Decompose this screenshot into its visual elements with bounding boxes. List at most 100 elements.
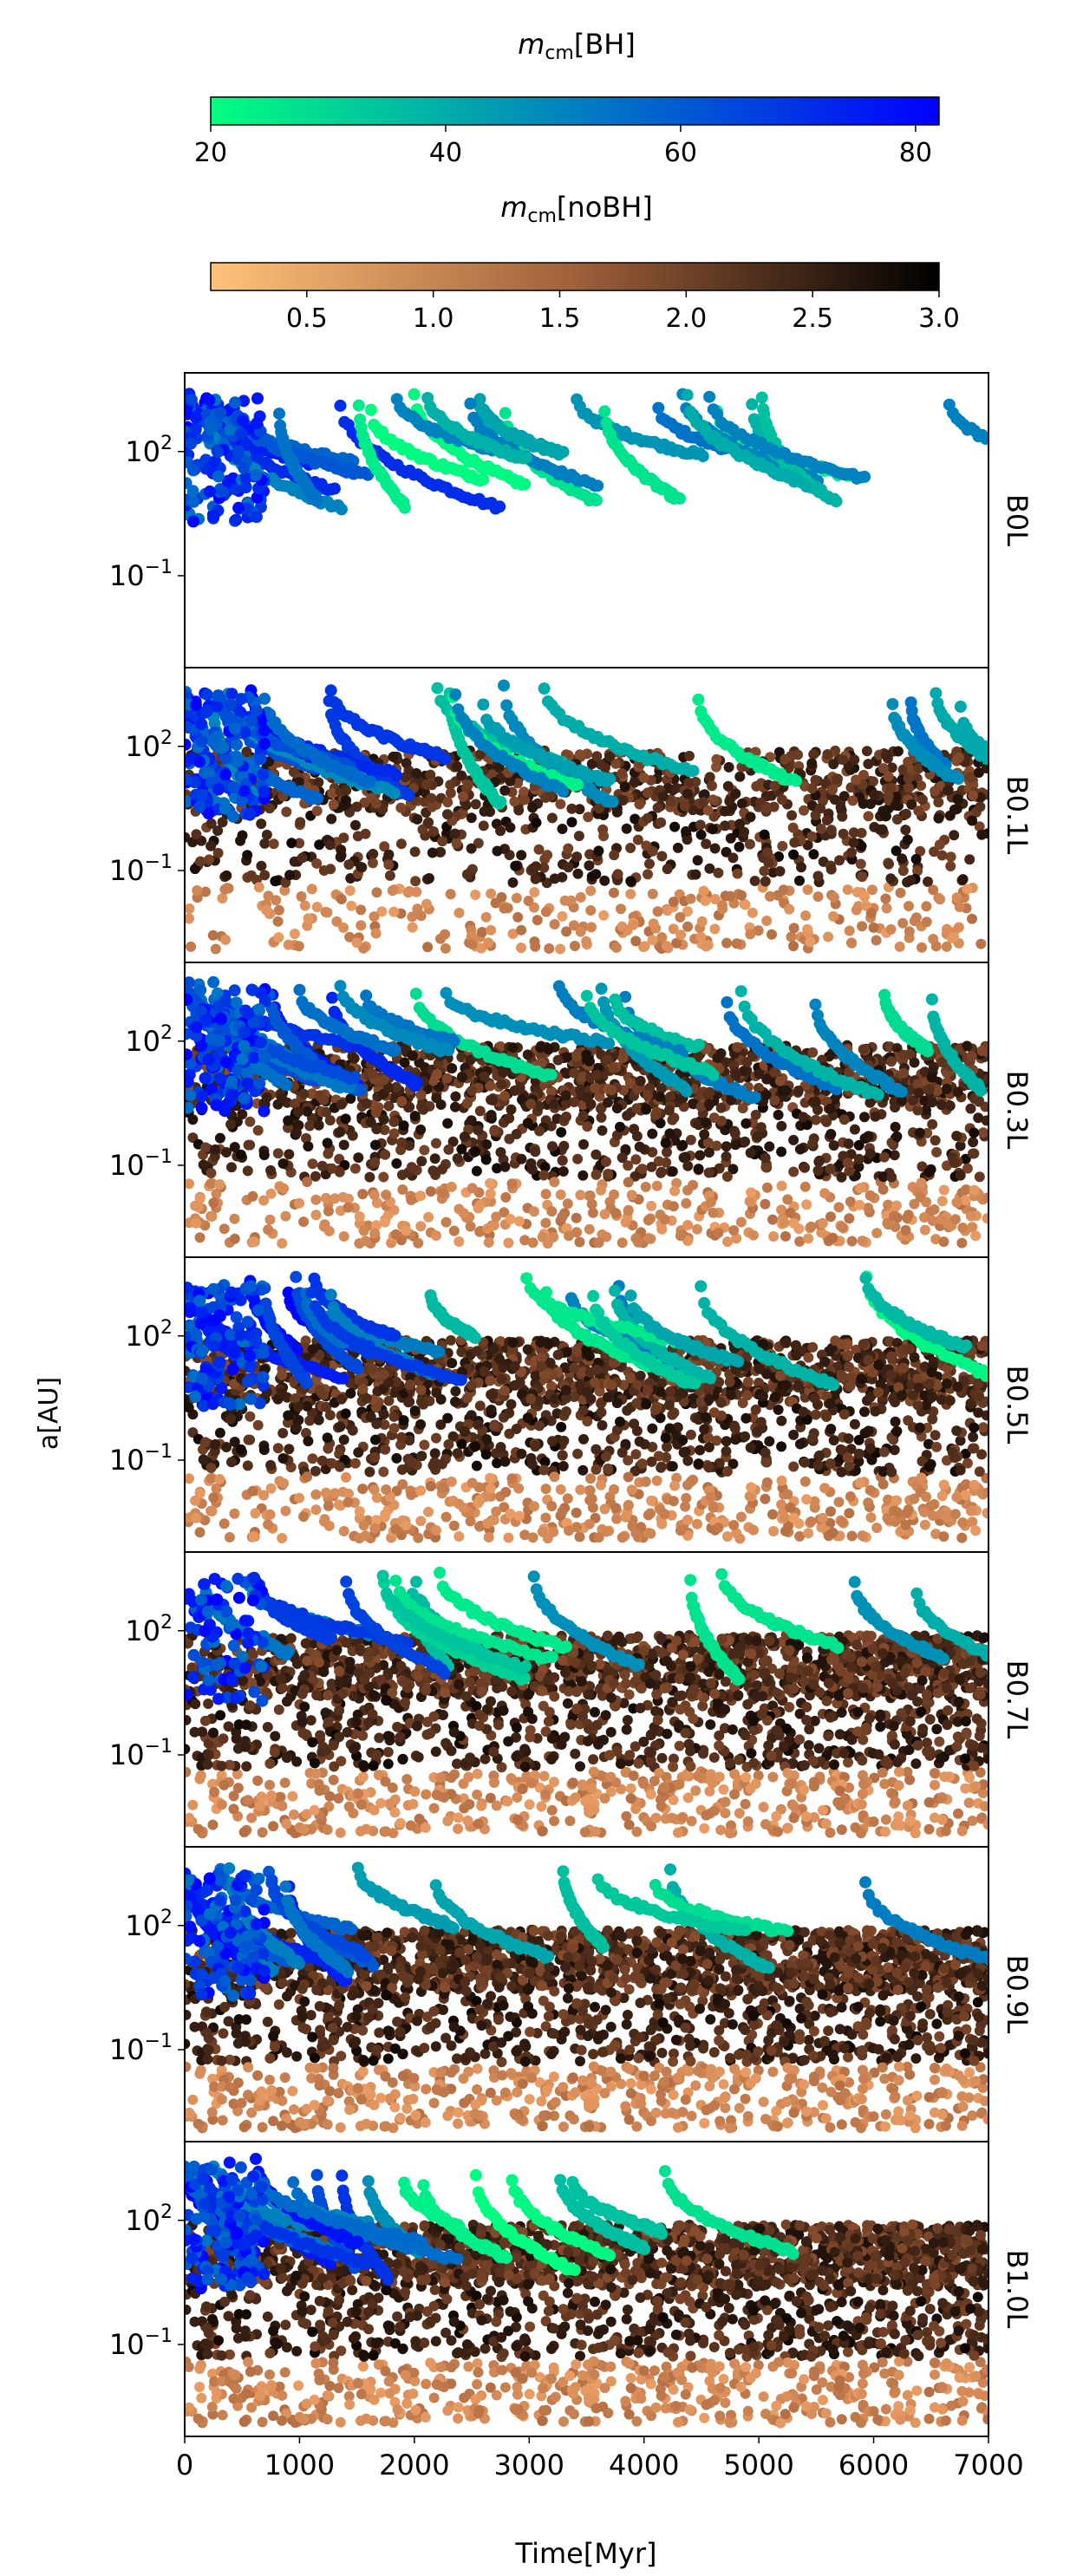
nobh-point xyxy=(808,849,819,859)
nobh-point xyxy=(280,1211,290,1222)
nobh-point xyxy=(917,1177,927,1188)
nobh-point xyxy=(199,1159,209,1170)
nobh-point xyxy=(613,869,623,879)
nobh-point xyxy=(869,923,879,933)
bh-point xyxy=(756,392,768,404)
colorbar-nobh-tick-label: 2.0 xyxy=(665,303,707,334)
nobh-point xyxy=(845,1197,856,1207)
bh-point xyxy=(310,495,323,507)
nobh-point xyxy=(760,877,771,887)
nobh-point xyxy=(383,859,394,870)
nobh-point xyxy=(734,772,745,782)
nobh-point xyxy=(549,1177,559,1187)
nobh-point xyxy=(495,825,506,836)
nobh-point xyxy=(491,1211,501,1222)
nobh-point xyxy=(827,785,838,795)
nobh-point xyxy=(675,912,685,923)
nobh-point xyxy=(341,786,351,796)
nobh-point xyxy=(548,1232,558,1242)
nobh-point xyxy=(800,1182,811,1192)
nobh-point xyxy=(312,805,323,816)
nobh-point xyxy=(693,855,703,865)
bh-point xyxy=(329,483,341,495)
nobh-point xyxy=(446,889,456,899)
nobh-point xyxy=(357,1189,368,1199)
nobh-point xyxy=(942,942,952,952)
nobh-point xyxy=(750,876,760,886)
nobh-point xyxy=(788,1167,799,1177)
nobh-point xyxy=(477,927,487,937)
nobh-point xyxy=(372,887,382,897)
bh-point xyxy=(364,775,376,787)
nobh-point xyxy=(701,838,711,849)
bh-point xyxy=(311,792,323,805)
nobh-point xyxy=(975,939,986,949)
nobh-point xyxy=(600,763,610,773)
nobh-point xyxy=(325,839,336,850)
nobh-point xyxy=(507,1178,518,1189)
nobh-point xyxy=(341,795,351,805)
nobh-point xyxy=(212,825,223,836)
nobh-point xyxy=(760,1199,770,1210)
bh-point xyxy=(201,688,213,701)
nobh-point xyxy=(556,1127,566,1138)
nobh-point xyxy=(937,851,948,861)
bh-point xyxy=(403,789,415,801)
bh-point xyxy=(388,787,401,799)
bh-point xyxy=(187,516,199,528)
nobh-point xyxy=(273,916,284,927)
nobh-point xyxy=(388,907,399,917)
nobh-point xyxy=(254,882,264,892)
nobh-point xyxy=(423,818,434,828)
bh-point xyxy=(520,452,532,464)
bh-point xyxy=(186,394,198,406)
bh-point xyxy=(258,724,271,736)
nobh-point xyxy=(412,903,422,914)
nobh-point xyxy=(673,843,683,853)
bh-point xyxy=(204,486,216,498)
nobh-point xyxy=(756,1122,767,1132)
nobh-point xyxy=(803,1233,813,1243)
nobh-point xyxy=(796,862,806,872)
colorbar-bh-tick-label: 40 xyxy=(429,138,462,168)
nobh-point xyxy=(371,799,382,809)
bh-point xyxy=(538,682,551,695)
nobh-point xyxy=(669,897,679,907)
nobh-point xyxy=(745,929,755,939)
bh-point xyxy=(598,405,610,417)
nobh-point xyxy=(858,799,869,809)
nobh-point xyxy=(741,899,751,910)
nobh-point xyxy=(884,791,894,801)
nobh-point xyxy=(480,806,490,817)
nobh-point xyxy=(708,824,718,834)
nobh-point xyxy=(508,877,519,888)
nobh-point xyxy=(573,869,584,879)
bh-point xyxy=(558,446,570,458)
nobh-point xyxy=(905,875,916,885)
nobh-point xyxy=(343,859,354,870)
nobh-point xyxy=(822,749,832,760)
nobh-point xyxy=(566,896,577,906)
nobh-point xyxy=(786,810,797,820)
nobh-point xyxy=(356,904,366,915)
nobh-point xyxy=(322,907,332,917)
nobh-point xyxy=(485,1081,495,1092)
nobh-point xyxy=(587,1199,597,1210)
nobh-point xyxy=(297,852,308,863)
nobh-point xyxy=(312,902,323,912)
nobh-point xyxy=(775,866,786,877)
nobh-point xyxy=(768,1231,779,1242)
nobh-point xyxy=(450,829,460,839)
nobh-point xyxy=(641,840,651,851)
nobh-point xyxy=(311,858,322,869)
nobh-point xyxy=(849,827,859,838)
nobh-point xyxy=(195,1232,206,1242)
nobh-point xyxy=(866,908,877,918)
nobh-point xyxy=(617,768,627,779)
bh-point xyxy=(495,796,507,808)
nobh-point xyxy=(442,797,453,807)
bh-point xyxy=(325,684,337,696)
bh-point xyxy=(235,427,247,440)
